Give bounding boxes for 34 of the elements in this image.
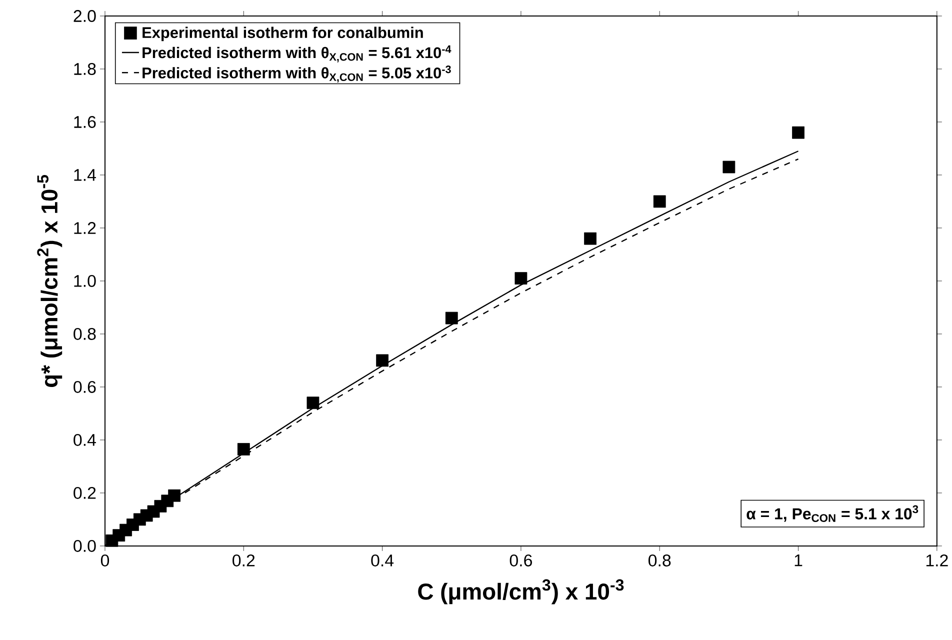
y-axis-title: q* (μmol/cm$^{2}$) x 10$^{-5}$ [37,174,62,388]
y-tick-label: 2.0 [74,10,96,22]
y-tick-label: 1.8 [74,63,96,76]
y-tick-label: 0.0 [74,540,96,552]
point [722,160,736,174]
point [237,443,250,456]
legend-label: Experimental isotherm for conalbumin [142,26,423,42]
point [584,232,596,245]
point [792,126,804,139]
y-tick-label: 1.2 [74,222,96,234]
y-tick-label: 1.6 [74,116,96,128]
x-tick-label: 1 [794,554,802,566]
x-tick-label: 0.2 [232,554,255,566]
y-tick-label: 0.4 [74,434,96,446]
x-tick-label: 0.6 [510,554,532,566]
point [514,272,528,285]
x-tick-label: 0.4 [371,554,394,566]
y-tick-label: 0.6 [74,380,96,393]
y-tick-label: 1.0 [74,275,96,288]
x-tick-label: 0.8 [648,554,671,566]
point [306,396,320,410]
x-tick-label: 0 [100,554,110,566]
point [653,195,666,208]
y-tick-label: 0.8 [74,328,96,340]
point [445,312,458,324]
point [168,489,181,502]
annotation: α = 1, Pe$_{CON}$ = 5.1 x 10$^{3}$ [746,505,918,522]
x-axis-title: C (μmol/cm$^{3}$) x 10$^{-3}$ [418,579,624,604]
x-tick-label: 1.2 [926,554,948,566]
legend-label: Predicted isotherm with θ$_{X,CON}$ = 5.05 x10$^{-3}$ [142,66,451,83]
legend-label: Predicted isotherm with θ$_{X,CON}$ = 5.61 x10$^{-4}$ [142,45,452,62]
point [376,354,388,367]
y-tick-label: 0.2 [74,486,96,499]
y-tick-label: 1.4 [74,169,96,181]
